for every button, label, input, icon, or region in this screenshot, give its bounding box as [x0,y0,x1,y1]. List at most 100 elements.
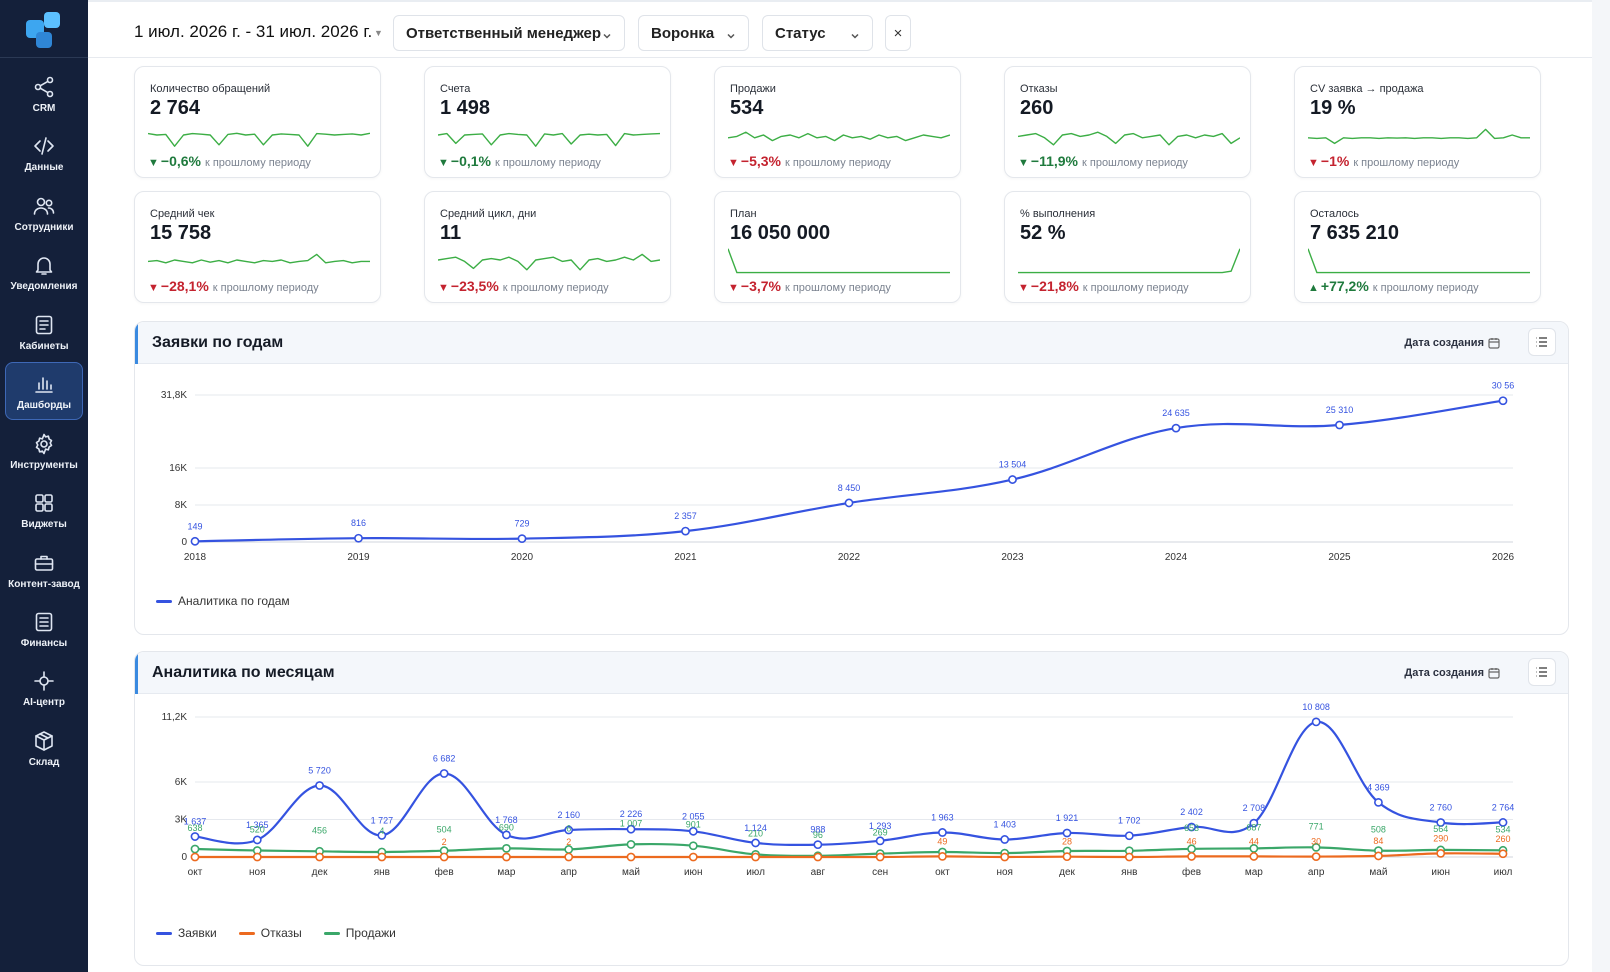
data-label: 690 [499,822,514,832]
kpi-card[interactable]: Средний чек 15 758 ▼ −28,1% к прошлому перио… [134,191,381,303]
months-legend: Заявки Отказы Продажи [156,926,410,940]
sparkline-path [437,132,661,147]
legend-item[interactable]: Отказы [238,926,302,940]
sidebar-item-content-factory[interactable]: Контент-завод [5,542,83,600]
kpi-title: План [730,208,757,220]
clear-filters-button[interactable]: × [885,15,911,51]
sidebar-item-cabinets[interactable]: Кабинеты [5,304,83,362]
series-line [194,399,1504,543]
sidebar-item-widgets[interactable]: Виджеты [5,482,83,540]
x-tick-label: окт [188,867,203,878]
manager-filter[interactable]: Ответственный менеджер [393,15,625,51]
bar-chart-icon [35,377,53,393]
sidebar-item-label: Уведомления [10,281,78,292]
funnel-filter-label: Воронка [651,24,715,42]
data-point [1249,818,1259,828]
scrollbar-track[interactable] [1592,0,1610,972]
data-point [1062,852,1072,862]
x-tick-label: фев [1182,866,1201,878]
kpi-sparkline [147,244,370,276]
chart-menu-button[interactable] [1528,658,1556,686]
list-icon [35,612,53,632]
calendar-icon[interactable] [1488,336,1500,349]
kpi-value: 52 % [1020,222,1066,244]
data-point [315,852,324,862]
kpi-card[interactable]: Средний цикл, дни 11 ▼ −23,5% к прошлому пер… [424,191,671,303]
kpi-delta-note: к прошлому периоду [212,282,319,294]
kpi-delta-value: −11,9% [1030,153,1078,169]
briefcase-icon [34,555,54,571]
kpi-title: Средний чек [150,208,215,220]
kpi-delta-note: к прошлому периоду [784,157,891,169]
data-label: 564 [1433,824,1448,834]
legend-item[interactable]: Продажи [323,926,396,940]
kpi-delta: ▼ −28,1% к прошлому периоду [148,278,319,294]
date-field-selector[interactable]: Дата создания [1404,337,1484,349]
sparkline-path [437,253,661,271]
y-tick-label: 0 [181,537,187,548]
x-tick-label: 2020 [511,552,534,563]
kpi-delta-note: к прошлому периоду [1082,282,1189,294]
data-label: 638 [187,823,202,833]
sidebar-item-label: CRM [32,103,56,114]
data-point [626,824,636,834]
sidebar-item-data[interactable]: Данные [5,125,83,183]
sidebar-item-employees[interactable]: Сотрудники [5,185,83,243]
kpi-card[interactable]: CV заявка → продажа 19 % ▼ −1% к прошлому пе… [1294,66,1541,178]
data-label: 4 369 [1367,782,1390,792]
kpi-card[interactable]: Продажи 534 ▼ −5,3% к прошлому периоду [714,66,961,178]
data-label: 260 [1495,834,1510,844]
funnel-filter[interactable]: Воронка [638,15,749,51]
sidebar-item-notifications[interactable]: Уведомления [5,244,83,302]
sidebar-item-tools[interactable]: Инструменты [5,423,83,481]
chart-menu-button[interactable] [1528,328,1556,356]
sidebar-item-label: Контент-завод [8,579,80,590]
x-tick-label: ноя [996,867,1013,878]
data-point [875,852,885,862]
sidebar-item-dashboards[interactable]: Дашборды [5,362,83,420]
kpi-sparkline [1307,119,1530,151]
data-point [1498,818,1508,827]
kpi-card[interactable]: Количество обращений 2 764 ▼ −0,6% к прошлом… [134,66,381,178]
data-point [1311,852,1321,862]
caret-down-icon[interactable]: ▼ [374,28,383,38]
triangle-down-icon: ▼ [1018,157,1029,169]
legend-item[interactable]: Аналитика по годам [156,594,290,608]
triangle-down-icon: ▼ [1308,157,1319,169]
kpi-card[interactable]: Счета 1 498 ▼ −0,1% к прошлому периоду [424,66,671,178]
date-range-picker[interactable]: 1 июл. 2026 г. - 31 июл. 2026 г. [134,22,373,41]
legend-swatch [323,931,340,935]
kpi-card[interactable]: Отказы 260 ▼ −11,9% к прошлому периоду [1004,66,1251,178]
date-field-selector[interactable]: Дата создания [1404,667,1484,679]
kpi-delta-note: к прошлому периоду [502,282,609,294]
kpi-card[interactable]: % выполнения 52 % ▼ −21,8% к прошлому период… [1004,191,1251,303]
sidebar-item-warehouse[interactable]: Склад [5,720,83,778]
x-tick-label: мар [497,867,515,878]
data-point [315,781,324,790]
kpi-card[interactable]: Осталось 7 635 210 ▲ +77,2% к прошлому перио… [1294,191,1541,303]
sidebar-item-finance[interactable]: Финансы [5,601,83,659]
sidebar-item-ai-center[interactable]: AI-центр [5,660,83,718]
data-label: 96 [813,830,823,840]
x-tick-label: 2026 [1492,552,1515,563]
x-tick-label: фев [435,866,454,878]
legend-item[interactable]: Заявки [156,926,217,940]
kpi-sparkline [437,119,661,151]
kpi-delta-value: −21,8% [1030,278,1079,294]
x-tick-label: апр [560,867,577,878]
data-label: 1 365 [246,820,269,830]
kpi-value: 7 635 210 [1310,222,1399,244]
triangle-down-icon: ▼ [1018,282,1029,294]
kpi-delta-note: к прошлому периоду [1372,282,1479,294]
calendar-icon[interactable] [1488,666,1500,679]
app-logo[interactable] [22,10,66,50]
status-filter[interactable]: Статус [762,15,873,51]
data-point [190,536,200,546]
kpi-delta-value: −0,1% [450,153,491,169]
data-point [502,830,511,840]
sidebar-item-crm[interactable]: CRM [5,66,83,124]
x-tick-label: май [622,867,640,878]
kpi-card[interactable]: План 16 050 000 ▼ −3,7% к прошлому периоду [714,191,961,303]
x-tick-label: дек [312,867,328,878]
kpi-delta-value: −1% [1320,153,1350,169]
